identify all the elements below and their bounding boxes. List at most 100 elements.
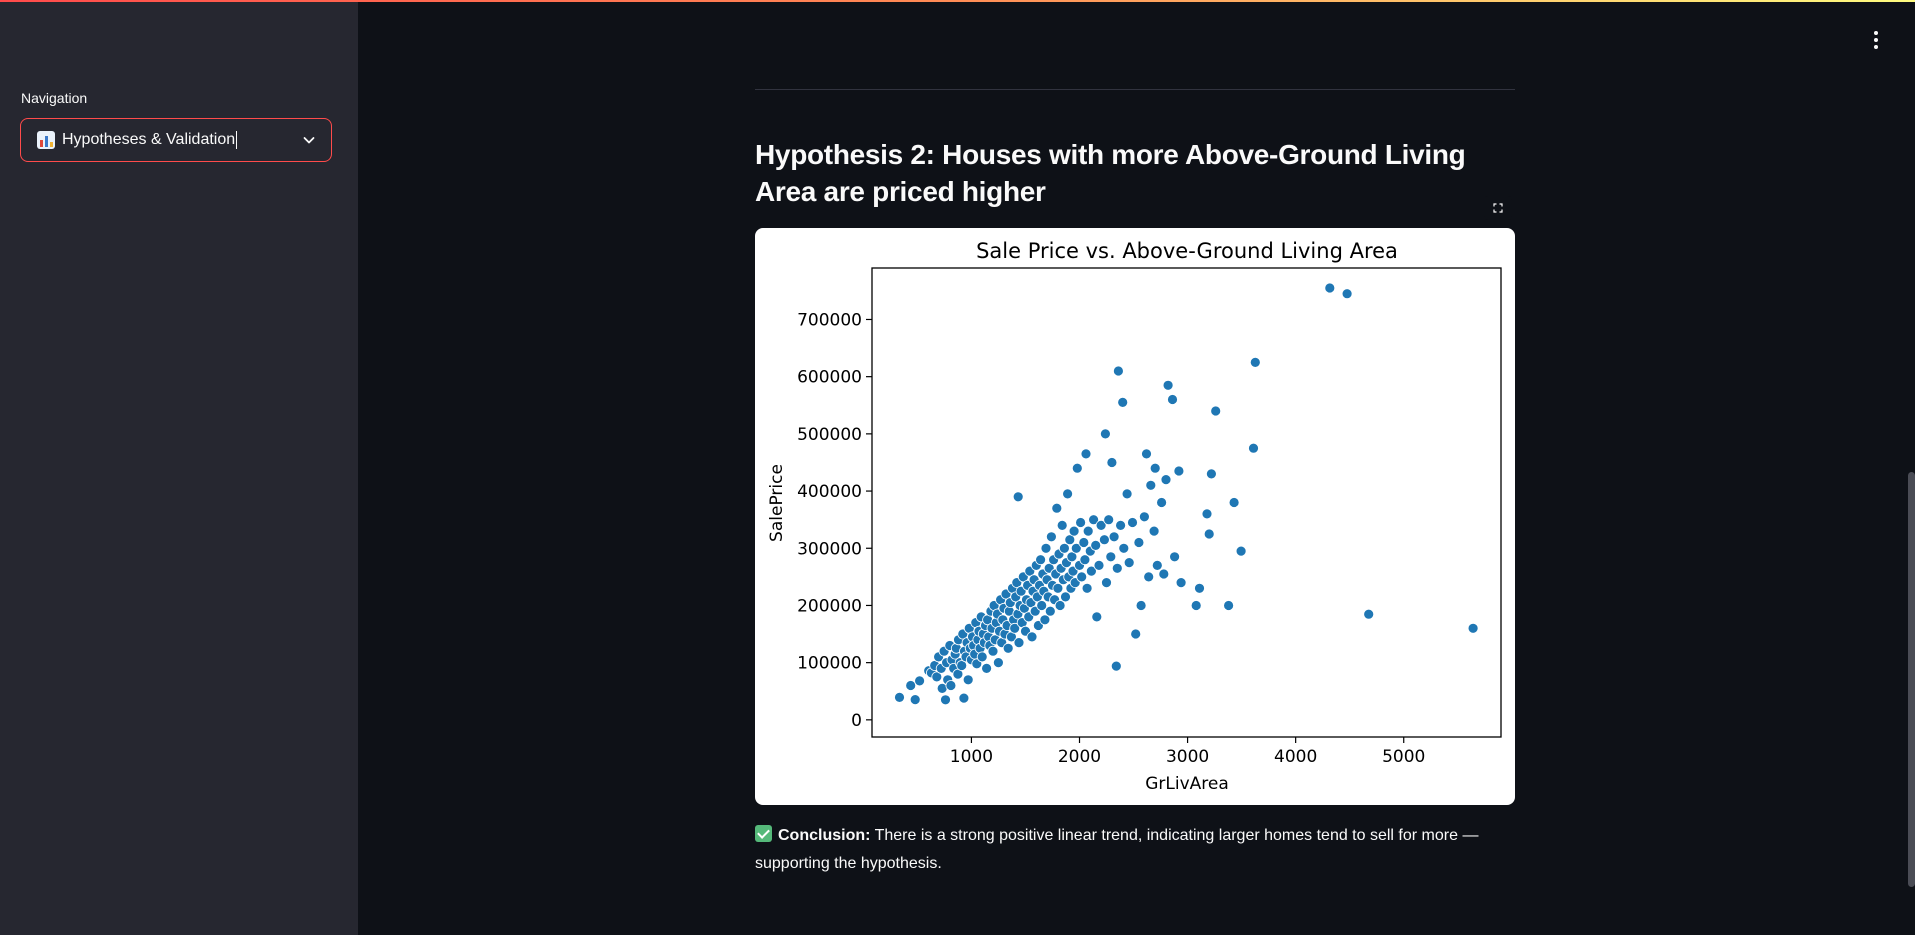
bar-chart-icon — [37, 131, 55, 149]
scatter-point — [1099, 428, 1111, 440]
scatter-point — [1085, 565, 1097, 577]
scatter-point — [1080, 448, 1092, 460]
y-tick-label: 400000 — [797, 482, 862, 502]
scatter-point — [1039, 614, 1051, 626]
y-tick-label: 700000 — [797, 310, 862, 330]
y-tick-label: 600000 — [797, 368, 862, 388]
scatter-point — [1173, 465, 1185, 477]
scatter-point — [1115, 519, 1127, 531]
scrollbar[interactable] — [1908, 472, 1915, 887]
chevron-down-icon[interactable] — [301, 132, 317, 148]
scatter-point — [1082, 525, 1094, 537]
main-menu-icon[interactable] — [1866, 28, 1886, 52]
scatter-point — [1235, 545, 1247, 557]
scatter-point — [1117, 396, 1129, 408]
y-tick-label: 500000 — [797, 425, 862, 445]
text-cursor — [236, 130, 238, 149]
navigation-select-value: Hypotheses & Validation — [62, 131, 236, 149]
scatter-point — [1044, 605, 1056, 617]
scatter-point — [1127, 517, 1138, 528]
scatter-point — [992, 657, 1004, 669]
conclusion-label: Conclusion: — [778, 827, 871, 844]
scatter-point — [1223, 600, 1235, 611]
x-tick-label: 2000 — [1058, 747, 1101, 767]
scatter-point — [1151, 559, 1163, 571]
scatter-point — [1467, 622, 1479, 634]
scatter-point — [1088, 514, 1100, 526]
fullscreen-button[interactable] — [1484, 196, 1512, 220]
scatter-point — [1167, 394, 1178, 405]
x-tick-label: 5000 — [1382, 747, 1425, 767]
scatter-point — [1162, 379, 1174, 391]
scatter-chart: Sale Price vs. Above-Ground Living Area … — [767, 239, 1502, 794]
scatter-point — [1054, 600, 1066, 611]
y-tick-label: 300000 — [797, 539, 862, 559]
scatter-point — [1201, 508, 1213, 520]
scatter-point — [1040, 542, 1052, 554]
scatter-point — [1090, 539, 1102, 551]
scatter-point — [1148, 525, 1160, 537]
scatter-point — [1194, 582, 1205, 594]
scatter-point — [1169, 551, 1181, 563]
scatter-point — [1145, 479, 1157, 491]
scatter-point — [1228, 497, 1240, 508]
scatter-point — [1095, 519, 1107, 531]
scatter-point — [1079, 554, 1091, 566]
scatter-point — [987, 645, 999, 657]
scatter-point — [1135, 600, 1147, 611]
x-tick-label: 3000 — [1166, 747, 1209, 767]
navigation-select[interactable]: Hypotheses & Validation — [20, 118, 332, 162]
scatter-point — [1064, 534, 1076, 546]
scatter-point — [1052, 582, 1064, 594]
scatter-point — [1098, 534, 1110, 546]
scatter-point — [1324, 282, 1336, 294]
scatter-point — [958, 692, 970, 704]
x-tick-label: 1000 — [950, 747, 993, 767]
scatter-point — [931, 671, 943, 683]
scatter-point — [1103, 514, 1115, 526]
x-tick-label: 4000 — [1274, 747, 1317, 767]
scatter-point — [1058, 542, 1070, 554]
scatter-point — [1106, 457, 1118, 468]
sidebar: Navigation Hypotheses & Validation — [0, 2, 358, 935]
scatter-point — [1123, 557, 1135, 569]
scatter-point — [945, 680, 957, 691]
hypothesis-heading: Hypothesis 2: Houses with more Above-Gro… — [755, 139, 1466, 207]
scatter-point — [976, 651, 988, 663]
scatter-point — [1121, 488, 1133, 500]
chart-card: Sale Price vs. Above-Ground Living Area … — [755, 228, 1515, 805]
scatter-point — [1101, 577, 1112, 589]
scatter-point — [1013, 637, 1025, 649]
scatter-point — [962, 674, 974, 686]
scatter-point — [1190, 600, 1202, 611]
scatter-point — [1133, 537, 1145, 548]
scatter-point — [1051, 502, 1063, 514]
scatter-point — [1075, 517, 1087, 528]
scatter-point — [1210, 405, 1222, 417]
scatter-point — [940, 694, 951, 706]
navigation-label: Navigation — [21, 90, 88, 106]
scatter-point — [1062, 488, 1074, 500]
check-icon — [755, 825, 772, 842]
scatter-point — [1249, 356, 1261, 368]
scatter-point — [1363, 608, 1375, 620]
y-axis-label: SalePrice — [767, 464, 787, 542]
scatter-point — [1076, 571, 1088, 583]
scatter-point — [1091, 611, 1103, 623]
scatter-point — [1143, 571, 1155, 583]
scatter-point — [1158, 568, 1170, 580]
scatter-point — [1112, 365, 1124, 377]
y-tick-label: 0 — [851, 711, 862, 731]
scatter-point — [1110, 660, 1122, 672]
scatter-point — [1026, 631, 1038, 643]
scatter-point — [1141, 448, 1152, 460]
x-axis-label: GrLivArea — [1145, 774, 1229, 794]
scatter-point — [956, 660, 968, 671]
scatter-point — [1138, 511, 1150, 523]
scatter-point — [1056, 519, 1068, 531]
scatter-point — [1066, 551, 1078, 563]
fullscreen-icon — [1493, 203, 1503, 213]
scatter-point — [1203, 528, 1215, 540]
scatter-point — [1035, 554, 1047, 566]
scatter-point — [1093, 559, 1105, 571]
